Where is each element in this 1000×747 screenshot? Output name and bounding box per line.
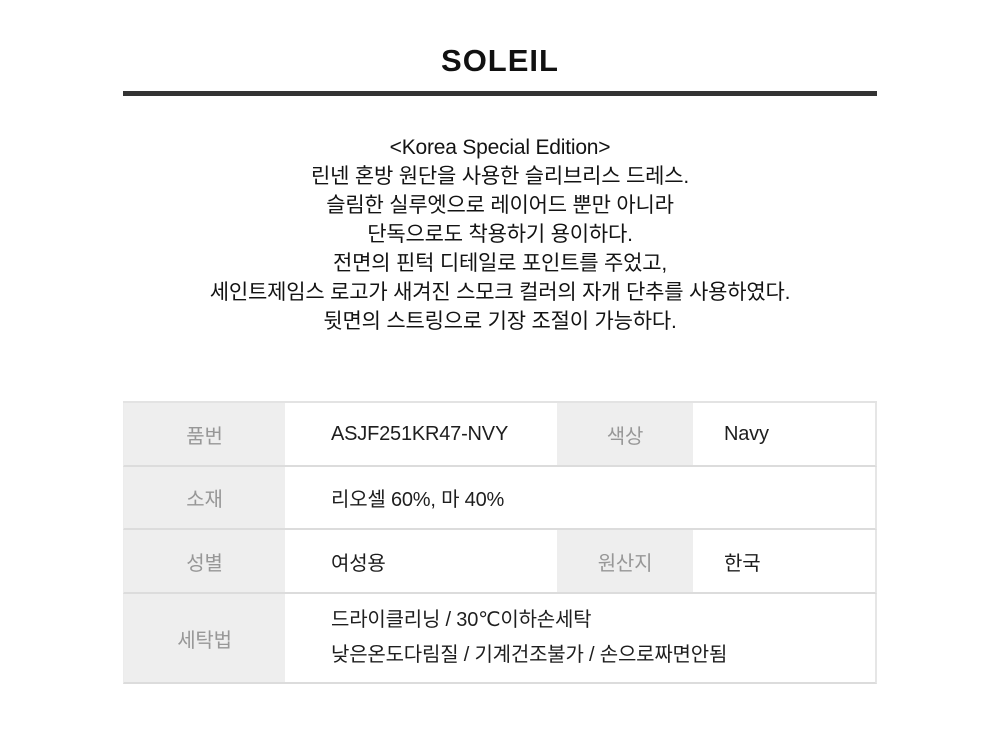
description-line-pintuck: 전면의 핀턱 디테일로 포인트를 주었고, (332, 252, 668, 275)
spec-label-product-no: 품번 (123, 403, 285, 467)
spec-value-color: Navy (693, 403, 877, 467)
spec-value-gender: 여성용 (285, 530, 557, 594)
product-description: <Korea Special Edition> 린넨 혼방 원단을 사용한 슬리… (0, 133, 1000, 336)
care-instruction-line-1: 드라이클리닝 / 30℃이하손세탁 (331, 609, 592, 631)
table-row-product-color: 품번 ASJF251KR47-NVY 색상 Navy (123, 403, 877, 467)
description-line-button: 세인트제임스 로고가 새겨진 스모크 컬러의 자개 단추를 사용하였다. (209, 281, 791, 304)
description-line-wearable: 단독으로도 착용하기 용이하다. (367, 223, 633, 246)
spec-value-care: 드라이클리닝 / 30℃이하손세탁 낮은온도다림질 / 기계건조불가 / 손으로… (285, 594, 877, 684)
spec-label-color: 색상 (557, 403, 693, 467)
brand-title: SOLEIL (441, 43, 559, 78)
table-row-gender-origin: 성별 여성용 원산지 한국 (123, 530, 877, 594)
spec-value-origin: 한국 (693, 530, 877, 594)
description-line-silhouette: 슬림한 실루엣으로 레이어드 뿐만 아니라 (326, 194, 674, 217)
description-line-edition: <Korea Special Edition> (389, 136, 611, 159)
spec-label-gender: 성별 (123, 530, 285, 594)
spec-table: 품번 ASJF251KR47-NVY 색상 Navy 소재 리오셀 60%, 마… (123, 401, 877, 684)
table-row-care: 세탁법 드라이클리닝 / 30℃이하손세탁 낮은온도다림질 / 기계건조불가 /… (123, 594, 877, 684)
title-divider (123, 91, 877, 96)
spec-value-product-no: ASJF251KR47-NVY (285, 403, 557, 467)
spec-label-care: 세탁법 (123, 594, 285, 684)
spec-value-material: 리오셀 60%, 마 40% (285, 467, 877, 530)
care-instruction-line-2: 낮은온도다림질 / 기계건조불가 / 손으로짜면안됨 (331, 644, 728, 666)
description-line-fabric: 린넨 혼방 원단을 사용한 슬리브리스 드레스. (311, 165, 689, 188)
table-row-material: 소재 리오셀 60%, 마 40% (123, 467, 877, 530)
spec-label-material: 소재 (123, 467, 285, 530)
spec-label-origin: 원산지 (557, 530, 693, 594)
description-line-string: 뒷면의 스트링으로 기장 조절이 가능하다. (323, 310, 677, 333)
